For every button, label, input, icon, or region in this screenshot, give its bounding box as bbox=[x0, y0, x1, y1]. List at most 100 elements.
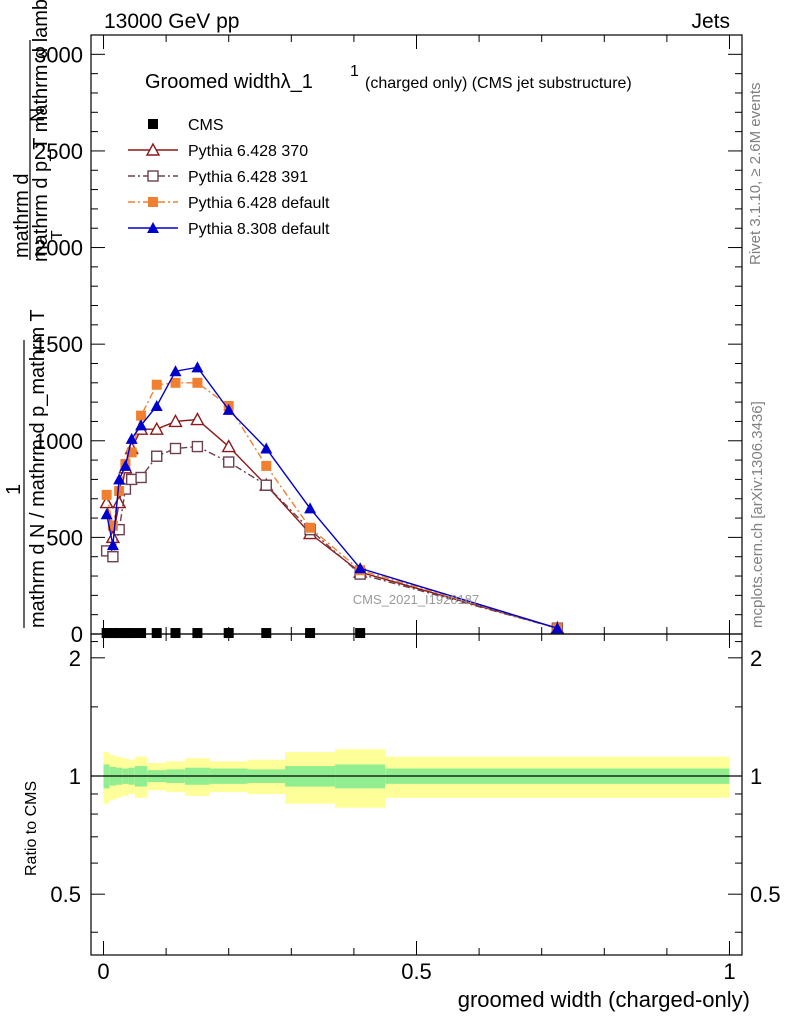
data-point bbox=[221, 439, 236, 453]
ratio-tick-label: 0.5 bbox=[50, 882, 81, 907]
data-point bbox=[222, 403, 235, 415]
ylabel-denominator-t: T bbox=[49, 230, 66, 240]
data-point bbox=[223, 456, 235, 468]
legend-label: Pythia 6.428 370 bbox=[188, 143, 308, 160]
data-point bbox=[261, 460, 272, 471]
data-point bbox=[125, 432, 138, 444]
data-point bbox=[169, 365, 182, 377]
data-point bbox=[305, 522, 316, 533]
legend: CMS Pythia 6.428 370 Pythia 6.428 391 Pythi… bbox=[128, 117, 330, 238]
series-line bbox=[105, 418, 558, 629]
y-tick-label: 0 bbox=[71, 622, 83, 647]
title-subtitle: (charged only) (CMS jet substructure) bbox=[365, 75, 632, 92]
data-point bbox=[170, 628, 181, 639]
data-point bbox=[169, 442, 182, 455]
y-axis-label: mathrm d N mathrm d p_T mathrm d lambda … bbox=[3, 0, 66, 628]
ratio-axis-ticks: 0.5 0.5 1 1 2 2 0 0.5 1 bbox=[50, 634, 781, 984]
data-point bbox=[151, 628, 162, 639]
x-tick-label: 0.5 bbox=[401, 959, 432, 984]
series-pythia-8-308-default bbox=[100, 361, 564, 634]
data-point bbox=[191, 361, 204, 373]
data-point bbox=[107, 551, 119, 563]
legend-item: Pythia 8.308 default bbox=[128, 221, 330, 238]
series-line bbox=[105, 366, 558, 629]
y-tick-label: 2000 bbox=[34, 236, 83, 261]
legend-label: Pythia 8.308 default bbox=[188, 221, 330, 238]
series-line bbox=[106, 445, 558, 629]
data-point bbox=[260, 479, 272, 491]
data-point bbox=[114, 628, 125, 639]
data-point bbox=[120, 628, 131, 639]
data-point bbox=[119, 459, 132, 471]
x-tick-label: 0 bbox=[97, 959, 109, 984]
data-point bbox=[114, 486, 125, 497]
legend-item: Pythia 6.428 391 bbox=[128, 169, 308, 186]
data-point bbox=[136, 410, 147, 421]
ratio-tick-label-right: 0.5 bbox=[750, 882, 781, 907]
data-point bbox=[125, 473, 138, 486]
ratio-tick-label-right: 1 bbox=[750, 764, 762, 789]
data-point bbox=[150, 399, 163, 411]
x-tick-label: 1 bbox=[723, 959, 735, 984]
data-point bbox=[192, 377, 203, 388]
data-point bbox=[151, 450, 163, 462]
y-tick-label: 2500 bbox=[34, 139, 83, 164]
legend-item: Pythia 6.428 370 bbox=[128, 142, 308, 160]
ratio-bands bbox=[91, 749, 742, 808]
y-tick-label: 500 bbox=[46, 525, 83, 550]
legend-label: Pythia 6.428 391 bbox=[188, 169, 308, 186]
data-point bbox=[136, 628, 147, 639]
data-point bbox=[100, 508, 113, 520]
data-point bbox=[149, 421, 164, 435]
header-left: 13000 GeV pp bbox=[104, 10, 239, 33]
ylabel-numerator-top: mathrm d bbox=[11, 174, 33, 258]
main-axis-ticks: 0 500 1000 1500 2000 2500 3000 bbox=[34, 35, 742, 647]
ylabel-frac-den: mathrm d N / mathrm d p_mathrm T bbox=[27, 309, 49, 628]
series-layer bbox=[99, 361, 565, 639]
x-axis-label: groomed width (charged-only) bbox=[458, 987, 750, 1012]
rivet-label: Rivet 3.1.10, ≥ 2.6M events bbox=[747, 83, 764, 266]
data-point bbox=[191, 440, 204, 453]
data-point bbox=[260, 442, 273, 454]
title-superscript: 1 bbox=[350, 63, 359, 80]
data-point bbox=[223, 628, 234, 639]
legend-marker bbox=[147, 170, 159, 182]
data-point bbox=[106, 539, 119, 551]
series-pythia-6-428-default bbox=[101, 377, 563, 634]
data-point bbox=[126, 447, 137, 458]
header-right: Jets bbox=[691, 10, 730, 33]
series-cms bbox=[101, 628, 366, 639]
ratio-y-label: Ratio to CMS bbox=[23, 781, 40, 876]
mcplots-label: mcplots.cern.ch [arXiv:1306.3436] bbox=[749, 401, 766, 628]
data-point bbox=[168, 413, 183, 428]
legend-item: CMS bbox=[148, 117, 224, 134]
ratio-plot-frame bbox=[90, 633, 743, 956]
ylabel-denominator-top: mathrm d p_T mathrm d lambda bbox=[30, 0, 52, 262]
data-point bbox=[551, 622, 564, 634]
data-point bbox=[135, 419, 148, 431]
legend-marker bbox=[148, 119, 158, 129]
data-point bbox=[101, 489, 112, 500]
data-point bbox=[190, 412, 205, 426]
data-point bbox=[304, 502, 317, 514]
legend-marker bbox=[147, 222, 159, 233]
ylabel-one: 1 bbox=[3, 484, 25, 495]
data-point bbox=[100, 545, 113, 557]
ratio-tick-label: 2 bbox=[69, 646, 81, 671]
data-point bbox=[151, 379, 162, 390]
data-point bbox=[305, 628, 316, 639]
data-point bbox=[261, 628, 272, 639]
data-point bbox=[192, 628, 203, 639]
data-point bbox=[135, 471, 147, 484]
data-point bbox=[107, 628, 118, 639]
plot-title: Groomed widthλ_1 1 (charged only) (CMS j… bbox=[145, 63, 632, 93]
legend-item: Pythia 6.428 default bbox=[128, 195, 330, 212]
data-point bbox=[170, 377, 181, 388]
data-point bbox=[99, 495, 114, 509]
legend-label: Pythia 6.428 default bbox=[188, 195, 330, 212]
data-point bbox=[101, 628, 112, 639]
y-tick-label: 1500 bbox=[34, 332, 83, 357]
y-tick-label: 3000 bbox=[34, 42, 83, 67]
y-tick-label: 1000 bbox=[34, 429, 83, 454]
